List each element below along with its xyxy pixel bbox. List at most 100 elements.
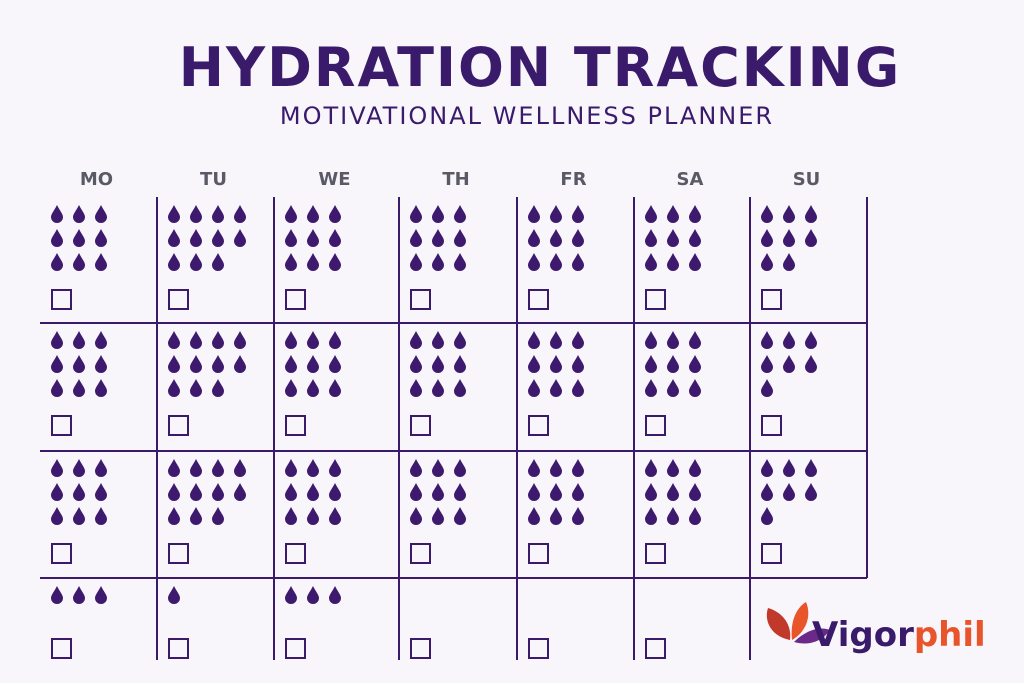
drop	[285, 483, 297, 501]
drop	[528, 205, 540, 223]
drop	[73, 355, 85, 373]
checkbox[interactable]	[285, 415, 306, 436]
drop	[454, 507, 466, 525]
drop	[572, 459, 584, 477]
drop	[432, 459, 444, 477]
drop	[212, 507, 224, 525]
drop-row	[168, 229, 246, 247]
drop	[51, 355, 63, 373]
drop	[667, 355, 679, 373]
checkbox[interactable]	[168, 415, 189, 436]
checkbox[interactable]	[410, 638, 431, 659]
drop	[783, 205, 795, 223]
drop	[454, 355, 466, 373]
drop	[168, 379, 180, 397]
drop	[667, 379, 679, 397]
drop	[73, 229, 85, 247]
drop-row	[410, 205, 466, 223]
drop	[761, 459, 773, 477]
drop	[168, 483, 180, 501]
drop	[95, 379, 107, 397]
checkbox[interactable]	[285, 638, 306, 659]
checkbox[interactable]	[168, 638, 189, 659]
checkbox[interactable]	[285, 543, 306, 564]
drop	[307, 507, 319, 525]
drop	[761, 205, 773, 223]
checkbox[interactable]	[528, 415, 549, 436]
drop	[689, 355, 701, 373]
drop	[454, 483, 466, 501]
checkbox[interactable]	[410, 415, 431, 436]
drop	[73, 459, 85, 477]
checkbox[interactable]	[528, 543, 549, 564]
drop-row	[528, 205, 584, 223]
drop-row	[528, 253, 584, 271]
drop	[285, 205, 297, 223]
drop	[410, 229, 422, 247]
drop-row	[761, 459, 817, 477]
drop-row	[285, 586, 341, 604]
drop	[783, 483, 795, 501]
drop-row	[51, 507, 107, 525]
drop	[95, 507, 107, 525]
drop	[572, 229, 584, 247]
drop	[410, 507, 422, 525]
drop-row	[51, 229, 107, 247]
checkbox[interactable]	[51, 289, 72, 310]
drop	[73, 379, 85, 397]
drop-row	[761, 229, 817, 247]
drop-row	[168, 483, 246, 501]
drop-row	[285, 355, 341, 373]
checkbox[interactable]	[51, 638, 72, 659]
checkbox[interactable]	[410, 543, 431, 564]
drop	[528, 507, 540, 525]
drop-row	[410, 355, 466, 373]
drop	[572, 205, 584, 223]
drop-row	[645, 253, 701, 271]
checkbox[interactable]	[645, 543, 666, 564]
drop-row	[168, 331, 246, 349]
checkbox[interactable]	[168, 543, 189, 564]
day-label: MO	[80, 169, 113, 190]
drop	[51, 507, 63, 525]
drop-row	[528, 459, 584, 477]
drop	[783, 331, 795, 349]
checkbox[interactable]	[168, 289, 189, 310]
drop-row	[51, 253, 107, 271]
drop	[667, 253, 679, 271]
drop-row	[168, 379, 224, 397]
checkbox[interactable]	[761, 289, 782, 310]
drop	[329, 586, 341, 604]
drop-row	[761, 253, 795, 271]
drop-row	[410, 459, 466, 477]
drop	[95, 205, 107, 223]
drop	[285, 229, 297, 247]
drop	[51, 586, 63, 604]
checkbox[interactable]	[528, 289, 549, 310]
checkbox[interactable]	[285, 289, 306, 310]
drop	[307, 331, 319, 349]
checkbox[interactable]	[645, 289, 666, 310]
drop	[454, 253, 466, 271]
checkbox[interactable]	[645, 415, 666, 436]
checkbox[interactable]	[761, 543, 782, 564]
drop	[51, 331, 63, 349]
drop	[805, 483, 817, 501]
drop	[73, 586, 85, 604]
checkbox[interactable]	[51, 415, 72, 436]
drop	[783, 253, 795, 271]
drop	[432, 379, 444, 397]
drop	[550, 205, 562, 223]
drop	[454, 205, 466, 223]
checkbox[interactable]	[761, 415, 782, 436]
checkbox[interactable]	[645, 638, 666, 659]
drop-row	[285, 205, 341, 223]
checkbox[interactable]	[51, 543, 72, 564]
checkbox[interactable]	[528, 638, 549, 659]
brand-part2: phil	[914, 615, 986, 655]
checkbox[interactable]	[410, 289, 431, 310]
drop	[285, 507, 297, 525]
day-label: TU	[200, 169, 227, 190]
